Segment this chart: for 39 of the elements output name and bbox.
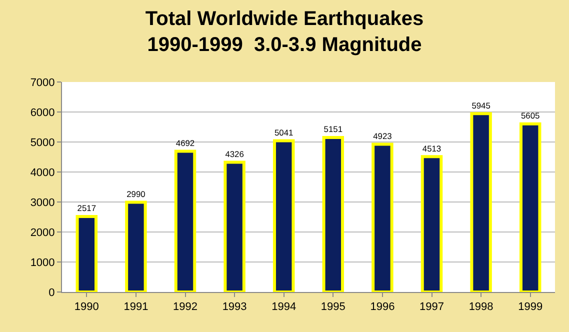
bar [519, 122, 542, 292]
bar [224, 160, 246, 292]
chart-title: Total Worldwide Earthquakes 1990-1999 3.0-3.9 Magnitude [145, 8, 424, 56]
data-label: 2990 [126, 189, 146, 200]
y-tick-label: 3000 [30, 196, 55, 209]
data-label: 5945 [472, 100, 491, 110]
data-label: 4513 [422, 143, 442, 154]
y-tick-label: 6000 [30, 106, 55, 119]
bar [125, 200, 147, 292]
y-tick-label: 7000 [30, 76, 55, 89]
x-tick-label: 1996 [370, 301, 395, 314]
x-tick-label: 1999 [518, 301, 543, 314]
x-tick-label: 1990 [74, 301, 99, 314]
x-tick-label: 1994 [272, 301, 296, 314]
y-tick-label: 4000 [30, 166, 55, 179]
data-label: 4326 [225, 148, 244, 159]
x-tick-label: 1995 [320, 301, 346, 314]
data-label: 5605 [521, 110, 540, 121]
data-label: 5041 [274, 127, 294, 138]
x-tick-label: 1992 [173, 301, 198, 314]
x-tick-label: 1997 [420, 301, 444, 314]
data-label: 4923 [373, 131, 392, 142]
x-tick-label: 1993 [222, 301, 247, 314]
bar [76, 214, 98, 292]
bar [272, 139, 295, 292]
bar [322, 136, 344, 292]
bar [420, 155, 443, 292]
data-label: 5151 [324, 124, 343, 134]
bar [372, 142, 394, 292]
data-label: 4692 [176, 138, 195, 148]
x-tick-label: 1998 [468, 301, 494, 314]
bar [174, 150, 196, 292]
y-tick-label: 5000 [30, 136, 55, 149]
y-tick-label: 2000 [30, 226, 55, 239]
data-label: 2517 [77, 203, 96, 214]
y-tick-label: 1000 [30, 256, 55, 269]
x-tick-label: 1991 [124, 301, 148, 314]
bar [470, 112, 492, 292]
y-tick-label: 0 [48, 286, 55, 299]
